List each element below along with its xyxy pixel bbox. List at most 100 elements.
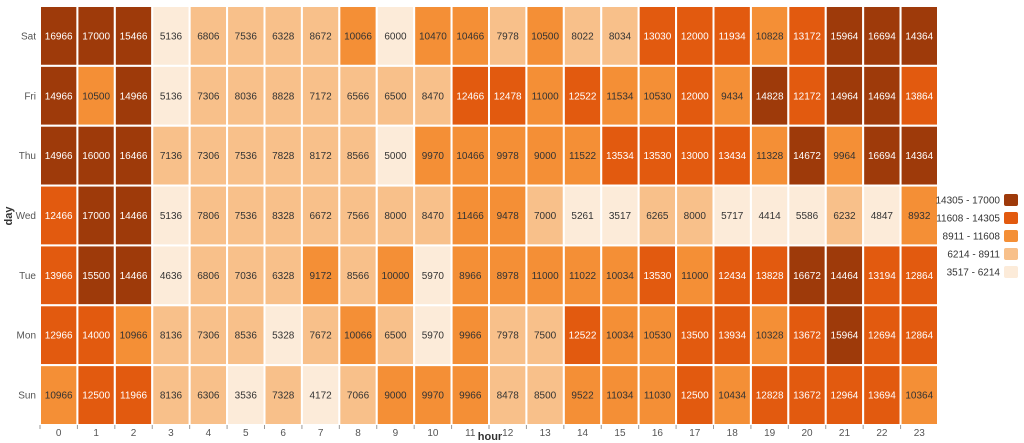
cell-value-label: 10530 [643, 331, 671, 342]
legend-item[interactable]: 3517 - 6214 [947, 266, 1018, 279]
x-tick-label: 10 [427, 428, 439, 439]
heatmap-cell[interactable] [113, 184, 154, 247]
heatmap-cell[interactable] [712, 5, 752, 67]
heatmap-cell[interactable] [151, 364, 191, 426]
heatmap-cell[interactable] [226, 244, 266, 307]
heatmap-cell[interactable] [899, 304, 939, 367]
heatmap-cell[interactable] [226, 5, 266, 67]
heatmap-cell[interactable] [562, 184, 603, 247]
heatmap-cell[interactable] [226, 304, 266, 367]
heatmap-cell[interactable] [899, 184, 939, 247]
heatmap-cell[interactable] [300, 304, 341, 367]
heatmap-cell[interactable] [675, 364, 715, 426]
heatmap-cell[interactable] [637, 5, 678, 67]
heatmap-cell[interactable] [749, 244, 790, 307]
heatmap-cell[interactable] [600, 364, 640, 426]
heatmap-cell[interactable] [450, 304, 491, 367]
heatmap-cell[interactable] [338, 184, 378, 247]
heatmap-cell[interactable] [188, 184, 229, 247]
heatmap-cell[interactable] [899, 5, 939, 67]
heatmap-cell[interactable] [188, 364, 229, 426]
heatmap-cell[interactable] [76, 304, 116, 367]
heatmap-cell[interactable] [76, 184, 116, 247]
heatmap-cell[interactable] [113, 244, 154, 307]
heatmap-cell[interactable] [450, 244, 491, 307]
heatmap-cell[interactable] [76, 244, 116, 307]
heatmap-cell[interactable] [226, 184, 266, 247]
heatmap-cell[interactable] [749, 124, 790, 187]
cell-value-label: 6000 [384, 31, 407, 42]
heatmap-cell[interactable] [749, 364, 790, 426]
heatmap-cell[interactable] [188, 64, 229, 127]
heatmap-cell[interactable] [300, 364, 341, 426]
heatmap-cell[interactable] [413, 304, 453, 367]
heatmap-cell[interactable] [76, 124, 116, 187]
legend-item[interactable]: 8911 - 11608 [943, 230, 1018, 243]
cell-value-label: 13500 [681, 331, 709, 342]
heatmap-cell[interactable] [712, 184, 752, 247]
heatmap-cell[interactable] [862, 5, 902, 67]
heatmap-cell[interactable] [39, 244, 79, 307]
heatmap-cell[interactable] [488, 184, 528, 247]
heatmap-cell[interactable] [300, 124, 341, 187]
heatmap-cell[interactable] [39, 184, 79, 247]
heatmap-cell[interactable] [899, 364, 939, 426]
heatmap-cell[interactable] [300, 5, 341, 67]
heatmap-cell[interactable] [712, 304, 752, 367]
heatmap-cell[interactable] [338, 304, 378, 367]
heatmap-cell[interactable] [824, 364, 865, 426]
heatmap-cell[interactable] [300, 244, 341, 307]
heatmap-cell[interactable] [226, 364, 266, 426]
heatmap-cell[interactable] [637, 364, 678, 426]
heatmap-cell[interactable] [712, 244, 752, 307]
x-tick-label: 15 [614, 428, 626, 439]
heatmap-cell[interactable] [226, 124, 266, 187]
heatmap-cell[interactable] [712, 124, 752, 187]
legend-item[interactable]: 6214 - 8911 [947, 248, 1018, 261]
heatmap-cell[interactable] [263, 184, 303, 247]
heatmap-cell[interactable] [263, 64, 303, 127]
heatmap-cell[interactable] [113, 64, 154, 127]
heatmap-cell[interactable] [899, 244, 939, 307]
heatmap-cell[interactable] [39, 304, 79, 367]
cell-value-label: 8828 [272, 91, 295, 102]
heatmap-cell[interactable] [899, 124, 939, 187]
heatmap-cell[interactable] [862, 304, 902, 367]
heatmap-cell[interactable] [263, 124, 303, 187]
heatmap-cell[interactable] [263, 244, 303, 307]
legend-swatch [1004, 248, 1018, 260]
heatmap-cell[interactable] [824, 64, 865, 127]
heatmap-cell[interactable] [525, 5, 565, 67]
heatmap-cell[interactable] [413, 124, 453, 187]
heatmap-cell[interactable] [488, 124, 528, 187]
heatmap-cell[interactable] [39, 364, 79, 426]
heatmap-cell[interactable] [787, 64, 827, 127]
heatmap-cell[interactable] [600, 184, 640, 247]
heatmap-cell[interactable] [637, 184, 678, 247]
heatmap-cell[interactable] [450, 364, 491, 426]
heatmap-cell[interactable] [113, 124, 154, 187]
heatmap-cell[interactable] [525, 244, 565, 307]
heatmap-cell[interactable] [525, 304, 565, 367]
heatmap-cell[interactable] [600, 5, 640, 67]
legend-swatch [1004, 230, 1018, 242]
heatmap-cell[interactable] [899, 64, 939, 127]
heatmap-cell[interactable] [263, 304, 303, 367]
heatmap-cell[interactable] [749, 5, 790, 67]
heatmap-cell[interactable] [375, 5, 416, 67]
heatmap-cell[interactable] [675, 124, 715, 187]
heatmap-cell[interactable] [824, 5, 865, 67]
heatmap-cell[interactable] [450, 64, 491, 127]
heatmap-cell[interactable] [488, 64, 528, 127]
heatmap-cell[interactable] [787, 124, 827, 187]
heatmap-cell[interactable] [113, 364, 154, 426]
heatmap-cell[interactable] [338, 364, 378, 426]
heatmap-cell[interactable] [712, 364, 752, 426]
heatmap-cell[interactable] [600, 124, 640, 187]
legend-item[interactable]: 14305 - 17000 [935, 194, 1018, 207]
heatmap-cell[interactable] [450, 5, 491, 67]
heatmap-cell[interactable] [824, 304, 865, 367]
legend[interactable]: 14305 - 17000 11608 - 14305 8911 - 11608 62… [935, 194, 1018, 279]
legend-item[interactable]: 11608 - 14305 [936, 212, 1018, 225]
heatmap-cell[interactable] [375, 184, 416, 247]
